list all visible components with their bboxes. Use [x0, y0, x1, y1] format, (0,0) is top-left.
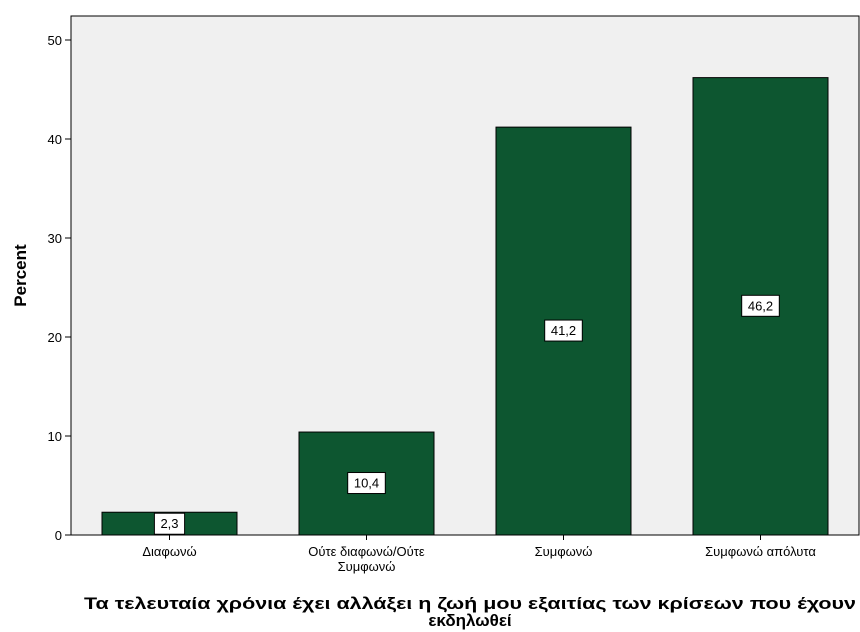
data-label-box-3 — [544, 319, 583, 342]
data-labels-group: 2,3 10,4 41,2 46,2 — [153, 294, 780, 535]
data-label-2: 10,4 — [354, 476, 379, 491]
y-tick-label-40: 40 — [48, 132, 62, 147]
y-tick-label-50: 50 — [48, 33, 62, 48]
x-tick-label-3: Συμφωνώ — [535, 544, 593, 559]
data-label-3: 41,2 — [551, 323, 576, 338]
x-tick-label-2-line-2: Συμφωνώ — [338, 559, 396, 574]
x-tick-label-1: Διαφωνώ — [142, 544, 196, 559]
x-tick-label-4: Συμφωνώ απόλυτα — [705, 544, 816, 559]
x-axis-title-line-2: εκδηλωθεί — [428, 611, 512, 630]
x-tick-label-2-line-1: Ούτε διαφωνώ/Ούτε — [308, 544, 425, 559]
y-tick-label-10: 10 — [48, 429, 62, 444]
y-axis-title: Percent — [11, 244, 30, 307]
data-label-box-2 — [347, 472, 386, 495]
data-label-box-1 — [153, 512, 186, 535]
data-label-4: 46,2 — [748, 298, 773, 313]
y-tick-label-0: 0 — [55, 528, 62, 543]
x-axis-title-line-1: Τα τελευταία χρόνια έχει αλλάξει η ζωή μ… — [84, 594, 856, 613]
y-tick-label-30: 30 — [48, 231, 62, 246]
data-label-1: 2,3 — [160, 516, 178, 531]
data-label-box-4 — [741, 294, 780, 317]
y-tick-label-20: 20 — [48, 330, 62, 345]
